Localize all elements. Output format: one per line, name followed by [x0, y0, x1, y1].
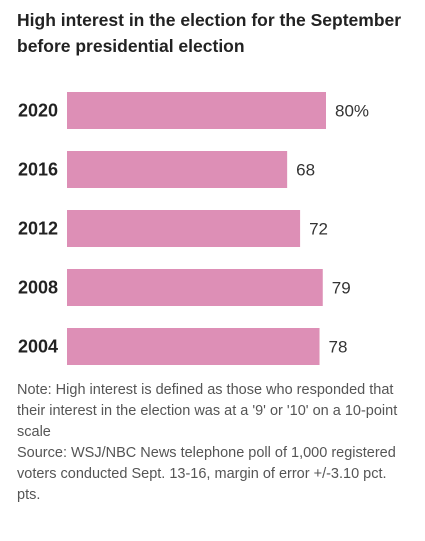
chart-notes: Note: High interest is defined as those …: [17, 380, 412, 506]
bar-2016: [67, 151, 288, 188]
value-label-2020: 80%: [335, 102, 369, 121]
category-label-2004: 2004: [18, 337, 58, 357]
source-text: Source: WSJ/NBC News telephone poll of 1…: [17, 445, 396, 503]
bar-2004: [67, 328, 320, 365]
value-label-2004: 78: [329, 338, 348, 357]
value-label-2012: 72: [309, 220, 328, 239]
bar-chart: 2020 80% 2016 68 2012 72 2008 79 2004 78: [18, 92, 369, 365]
bar-2020: [67, 92, 326, 129]
category-label-2012: 2012: [18, 219, 58, 239]
bar-2012: [67, 210, 301, 247]
value-label-2008: 79: [332, 279, 351, 298]
chart-title: High interest in the election for the Se…: [17, 10, 402, 56]
category-label-2008: 2008: [18, 278, 58, 298]
category-label-2016: 2016: [18, 160, 58, 180]
note-text: Note: High interest is defined as those …: [17, 382, 398, 440]
category-label-2020: 2020: [18, 101, 58, 121]
value-label-2016: 68: [296, 161, 315, 180]
bar-2008: [67, 269, 323, 306]
